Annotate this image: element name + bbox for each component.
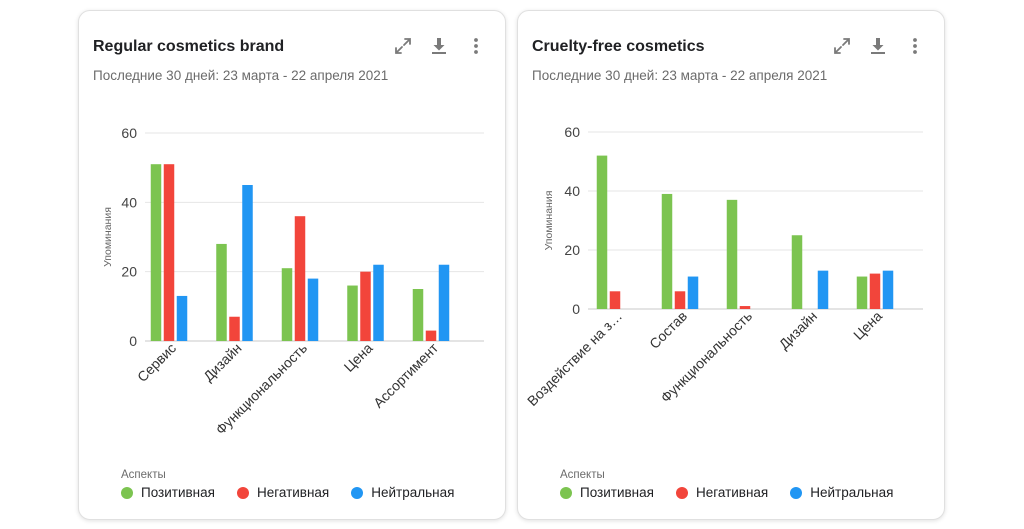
- legend-label: Негативная: [256, 485, 330, 500]
- y-axis-label: Упоминания: [102, 207, 114, 267]
- legend-label: Позитивная: [580, 485, 654, 500]
- legend-dot: [236, 486, 249, 499]
- bar-positive[interactable]: [596, 155, 608, 309]
- bar-negative[interactable]: [674, 291, 686, 309]
- expand-icon[interactable]: [392, 35, 414, 57]
- legend-label: Позитивная: [141, 485, 215, 500]
- bar-neutral[interactable]: [307, 278, 319, 341]
- download-icon[interactable]: [428, 35, 450, 57]
- bar-neutral[interactable]: [687, 276, 699, 309]
- bar-positive[interactable]: [281, 268, 293, 341]
- legend-item-neutral[interactable]: Нейтральная: [351, 485, 454, 500]
- bar-positive[interactable]: [856, 276, 868, 309]
- y-tick-label: 60: [564, 124, 580, 140]
- bar-positive[interactable]: [412, 289, 424, 341]
- legend-title: Аспекты: [560, 469, 605, 481]
- bar-neutral[interactable]: [373, 264, 384, 341]
- chart-card-regular: 0 20 40 60 Упоминания Сервис Дизайн Функциональ…: [78, 10, 506, 520]
- x-tick-label: Дизайн: [200, 340, 245, 385]
- x-tick-label: Цена: [340, 340, 375, 375]
- bar-negative[interactable]: [163, 164, 175, 341]
- y-tick-label: 20: [564, 242, 580, 258]
- bar-neutral[interactable]: [882, 270, 894, 309]
- bar-neutral[interactable]: [817, 270, 829, 309]
- x-tick-label: Сервис: [134, 340, 179, 385]
- download-icon[interactable]: [867, 35, 889, 57]
- bar-positive[interactable]: [150, 164, 162, 341]
- bar-positive[interactable]: [661, 193, 673, 309]
- y-tick-label: 40: [564, 183, 580, 199]
- card-subtitle: Последние 30 дней: 23 марта - 22 апреля …: [532, 68, 828, 83]
- legend-dot: [351, 486, 364, 499]
- y-tick-label: 40: [121, 194, 137, 210]
- legend-label: Нейтральная: [371, 485, 455, 500]
- card-title: Cruelty-free cosmetics: [532, 38, 705, 55]
- bar-negative[interactable]: [739, 306, 751, 309]
- legend-title: Аспекты: [121, 469, 166, 481]
- legend-label: Нейтральная: [810, 485, 894, 500]
- expand-icon[interactable]: [831, 35, 853, 57]
- bar-neutral[interactable]: [176, 295, 188, 341]
- y-axis-label: Упоминания: [543, 191, 555, 251]
- x-tick-label: Цена: [850, 308, 885, 343]
- bar-positive[interactable]: [726, 199, 738, 309]
- x-tick-label: Ассортимент: [370, 339, 442, 411]
- bar-negative[interactable]: [609, 291, 621, 309]
- bar-negative[interactable]: [294, 216, 306, 341]
- y-tick-label: 0: [572, 301, 580, 317]
- bar-negative[interactable]: [425, 330, 437, 341]
- legend-dot: [790, 486, 803, 499]
- bar-positive[interactable]: [347, 285, 358, 341]
- bar-positive[interactable]: [791, 235, 803, 309]
- card-title: Regular cosmetics brand: [93, 38, 285, 55]
- chart-card-cruelty-free: 0 20 40 60 Упоминания Воздействие на з… Состав…: [517, 10, 945, 520]
- legend: Позитивная Негативная Нейтральная: [121, 485, 476, 500]
- y-tick-label: 20: [121, 264, 137, 280]
- bar-neutral[interactable]: [438, 264, 450, 341]
- legend-dot: [121, 486, 133, 499]
- y-tick-label: 0: [129, 333, 137, 349]
- legend-dot: [560, 486, 572, 499]
- y-tick-label: 60: [121, 125, 137, 141]
- bar-positive[interactable]: [216, 243, 227, 341]
- legend: Позитивная Негативная Нейтральная: [560, 485, 915, 500]
- more-vert-icon[interactable]: [904, 35, 926, 57]
- bar-negative[interactable]: [229, 316, 240, 341]
- more-vert-icon[interactable]: [465, 35, 487, 57]
- bar-negative[interactable]: [360, 271, 371, 341]
- legend-item-positive[interactable]: Позитивная: [121, 485, 215, 500]
- bar-negative[interactable]: [869, 273, 881, 309]
- legend-item-positive[interactable]: Позитивная: [560, 485, 654, 500]
- x-tick-label: Дизайн: [776, 308, 821, 353]
- card-subtitle: Последние 30 дней: 23 марта - 22 апреля …: [93, 68, 389, 83]
- legend-item-negative[interactable]: Негативная: [236, 485, 330, 500]
- x-tick-label: Воздействие на з…: [524, 308, 625, 409]
- legend-label: Негативная: [695, 485, 769, 500]
- x-tick-label: Состав: [646, 308, 690, 352]
- bar-chart: 0 20 40 60 Упоминания Воздействие на з… Состав…: [524, 124, 923, 409]
- legend-item-negative[interactable]: Негативная: [675, 485, 769, 500]
- legend-item-neutral[interactable]: Нейтральная: [790, 485, 893, 500]
- bar-neutral[interactable]: [242, 185, 253, 341]
- legend-dot: [675, 486, 688, 499]
